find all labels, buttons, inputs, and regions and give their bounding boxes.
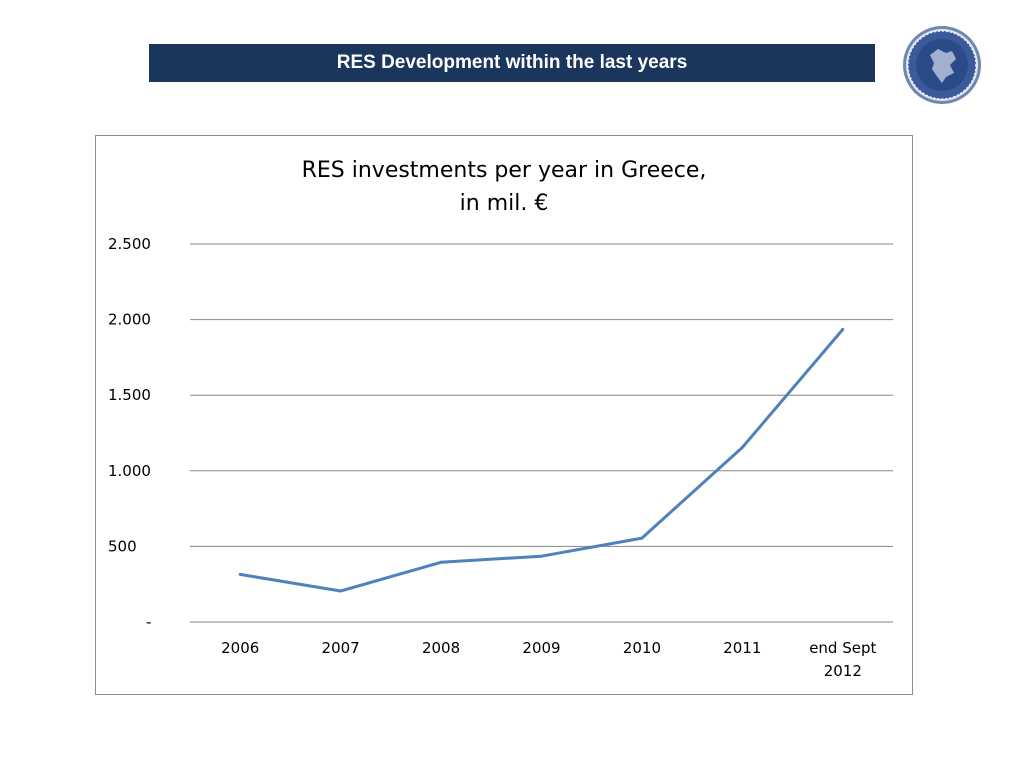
chart-frame: RES investments per year in Greece, in m… [95, 135, 913, 695]
y-tick-label: 2.500 [108, 235, 151, 253]
greek-emblem-seal-icon [903, 26, 981, 104]
x-tick-label: 2010 [623, 639, 661, 657]
x-tick-label: 2006 [221, 639, 259, 657]
data-point [841, 327, 845, 331]
x-tick-label: 2011 [723, 639, 761, 657]
data-point [540, 554, 543, 558]
line-chart: - 500 1.000 1.500 2.000 2.500 2006 2007 2008 2009… [108, 235, 893, 680]
y-tick-label: 500 [108, 537, 137, 555]
data-point [439, 560, 443, 564]
chart-subtitle: in mil. € [459, 191, 549, 216]
x-tick-label: 2012 [824, 662, 862, 680]
x-tick-label: end Sept [809, 639, 876, 657]
y-tick-label: 2.000 [108, 311, 151, 329]
chart-title-block: RES investments per year in Greece, in m… [96, 154, 912, 220]
data-point [339, 589, 343, 593]
y-tick-label: - [146, 613, 151, 631]
y-tick-label: 1.500 [108, 386, 151, 404]
series-line [239, 328, 844, 593]
slide-title-bar: RES Development within the last years [149, 44, 875, 82]
data-point [640, 536, 644, 540]
chart-title: RES investments per year in Greece, [301, 158, 707, 183]
slide-title: RES Development within the last years [336, 52, 688, 73]
y-tick-label: 1.000 [108, 462, 151, 480]
x-tick-label: 2007 [322, 639, 360, 657]
data-point [238, 572, 242, 576]
data-point [740, 445, 744, 449]
x-tick-label: 2008 [422, 639, 460, 657]
x-tick-label: 2009 [522, 639, 560, 657]
